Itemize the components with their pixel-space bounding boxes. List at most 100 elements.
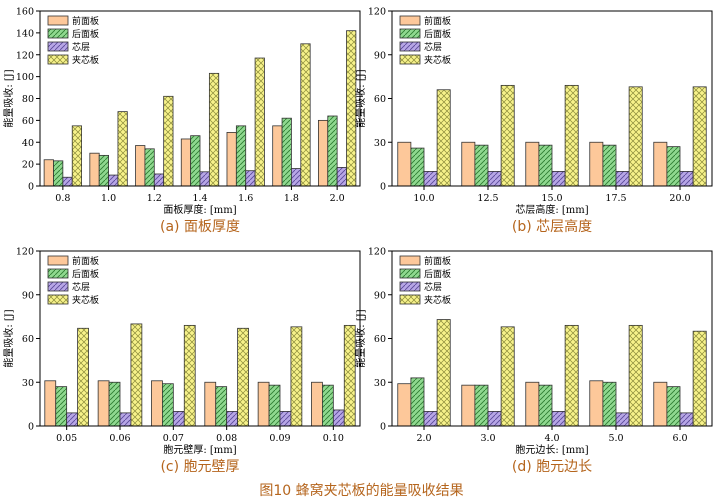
bar-d-s0-2 <box>525 381 540 427</box>
legend-label-b-1: 后面板 <box>424 28 451 40</box>
bar-d-s3-0 <box>436 319 451 427</box>
bar-a-s1-5 <box>281 117 292 187</box>
bar-d-s3-3 <box>628 324 643 427</box>
legend-label-b-0: 前面板 <box>424 15 451 27</box>
x-tick-label: 0.06 <box>109 433 130 444</box>
bar-b-s2-0 <box>423 171 438 187</box>
bar-d-s2-2 <box>551 411 566 427</box>
bar-a-s2-4 <box>245 170 256 187</box>
bar-a-s0-6 <box>317 119 329 187</box>
y-tick-label: 120 <box>368 7 386 18</box>
y-tick-label: 0 <box>28 182 34 193</box>
bar-a-s1-3 <box>190 135 201 187</box>
bar-c-s0-3 <box>204 381 217 427</box>
bar-a-s2-3 <box>199 171 210 187</box>
bar-d-s1-2 <box>538 384 553 427</box>
x-tick-label: 3.0 <box>480 433 495 444</box>
x-tick-label: 1.2 <box>147 193 162 204</box>
bar-c-s2-2 <box>172 411 185 427</box>
legend-swatch-d-2 <box>399 281 421 292</box>
bar-a-s1-2 <box>144 148 155 187</box>
bar-a-s3-4 <box>254 57 265 187</box>
y-tick-label: 60 <box>374 94 386 105</box>
x-tick-label: 4.0 <box>544 433 559 444</box>
bar-d-s0-0 <box>397 383 412 427</box>
x-tick-label: 0.05 <box>56 433 77 444</box>
bar-b-s0-1 <box>461 141 476 187</box>
bar-b-s3-3 <box>628 86 643 187</box>
y-tick-label: 120 <box>16 50 34 61</box>
caption-c: (c) 胞元壁厚 <box>160 459 240 475</box>
legend-label-d-3: 夹芯板 <box>424 294 451 306</box>
x-tick-label: 2.0 <box>416 433 431 444</box>
y-tick-label: 30 <box>22 378 34 389</box>
bar-c-s0-1 <box>97 380 110 427</box>
x-tick-label: 15.0 <box>541 193 562 204</box>
bar-d-s0-3 <box>589 380 604 427</box>
x-tick-label: 20.0 <box>669 193 690 204</box>
bar-c-s3-1 <box>130 323 143 427</box>
bar-b-s0-0 <box>397 141 412 187</box>
bar-d-s3-4 <box>692 330 707 427</box>
bar-a-s0-1 <box>89 152 100 187</box>
bar-d-s1-0 <box>410 377 425 427</box>
x-tick-label: 5.0 <box>608 433 623 444</box>
y-tick-label: 60 <box>22 116 34 127</box>
y-axis-label-d: 能量吸收: [J] <box>354 309 367 367</box>
bar-c-s0-0 <box>44 380 57 427</box>
legend-label-d-1: 后面板 <box>424 268 451 280</box>
figure-caption: 图10 蜂窝夹芯板的能量吸收结果 <box>259 483 464 499</box>
chart-c: 0 30 60 90 120 0.05 0.06 0.07 0.08 0.09 0.10 胞元壁厚: … <box>2 247 361 456</box>
y-tick-label: 0 <box>380 422 386 433</box>
bar-d-s0-4 <box>653 381 668 427</box>
chart-d: 0 30 60 90 120 2.0 3.0 4.0 5.0 6.0 胞元边长: [mm] 能量吸收:… <box>354 247 713 456</box>
x-tick-label: 10.0 <box>413 193 434 204</box>
bar-c-s1-3 <box>215 386 228 427</box>
legend-label-b-2: 芯层 <box>424 41 442 53</box>
bar-b-s3-1 <box>500 84 515 187</box>
bar-c-s2-0 <box>66 412 78 427</box>
legend-label-c-2: 芯层 <box>72 281 90 293</box>
legend-label-d-2: 芯层 <box>424 281 442 293</box>
bar-c-s1-1 <box>108 381 121 427</box>
bar-b-s2-1 <box>487 171 502 187</box>
bar-b-s3-4 <box>692 86 707 187</box>
bar-c-s3-5 <box>343 324 356 427</box>
bar-b-s1-2 <box>538 144 553 187</box>
bar-a-s2-0 <box>62 176 73 187</box>
x-tick-label: 17.5 <box>605 193 626 204</box>
y-tick-label: 90 <box>374 50 386 61</box>
y-tick-label: 20 <box>22 160 34 171</box>
plot-frame-d <box>391 250 713 427</box>
bar-c-s1-0 <box>55 386 68 427</box>
y-tick-label: 100 <box>16 72 34 83</box>
bar-b-s1-0 <box>410 147 425 187</box>
y-tick-label: 90 <box>374 290 386 301</box>
y-tick-label: 140 <box>16 28 34 39</box>
legend-label-c-3: 夹芯板 <box>72 294 99 306</box>
y-axis-label-a: 能量吸收: [J] <box>2 69 15 127</box>
bar-a-s2-6 <box>336 167 347 187</box>
legend-label-a-3: 夹芯板 <box>72 54 99 66</box>
legend-swatch-c-3 <box>47 294 69 305</box>
y-tick-label: 40 <box>22 138 34 149</box>
bar-a-s0-3 <box>180 138 192 187</box>
bar-d-s2-0 <box>423 411 438 427</box>
bar-c-s3-2 <box>183 324 196 427</box>
y-axis-label-b: 能量吸收: [J] <box>354 69 367 127</box>
y-tick-label: 160 <box>16 7 34 18</box>
bar-a-s3-5 <box>300 43 311 187</box>
y-tick-label: 30 <box>374 138 386 149</box>
y-tick-label: 90 <box>22 290 34 301</box>
x-tick-label: 1.8 <box>284 193 299 204</box>
bar-d-s2-4 <box>679 412 694 427</box>
bar-b-s1-3 <box>602 144 617 187</box>
x-tick-label: 1.4 <box>192 193 207 204</box>
bar-d-s3-2 <box>564 324 579 427</box>
bar-a-s3-0 <box>71 125 82 187</box>
legend-swatch-d-3 <box>399 294 421 305</box>
charts-canvas: 0 20 40 60 80 100 120 140 160 0.8 1.0 1.2 1.4 1.6 1.8 2… <box>2 7 713 456</box>
bar-a-s3-1 <box>117 111 128 187</box>
bar-d-s3-1 <box>500 326 515 427</box>
